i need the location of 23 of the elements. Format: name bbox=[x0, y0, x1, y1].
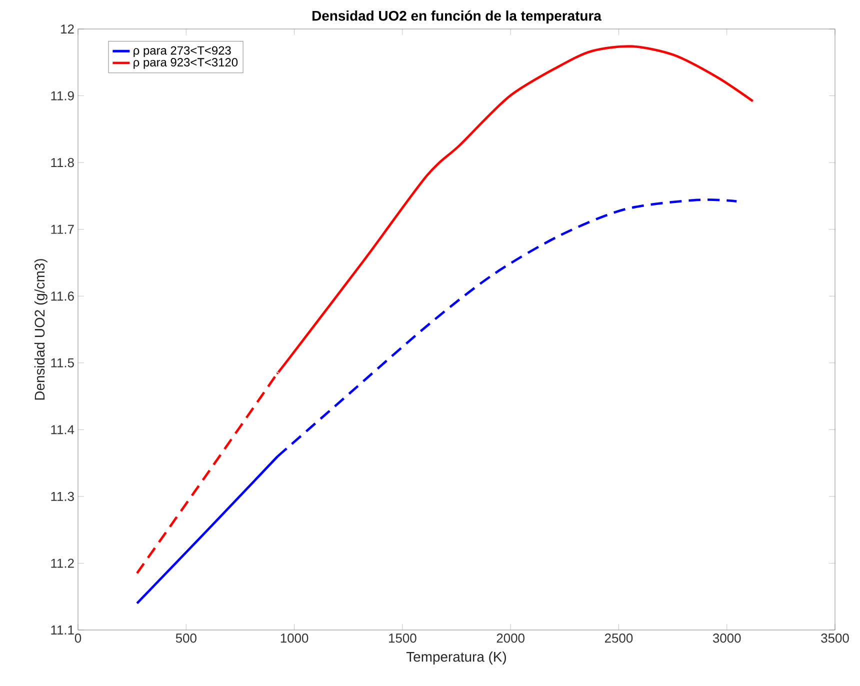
x-tick-label: 2000 bbox=[496, 634, 524, 643]
x-tick-label: 0 bbox=[74, 634, 82, 643]
x-tick-label: 500 bbox=[176, 634, 196, 643]
y-tick-label: 11.2 bbox=[51, 558, 74, 568]
y-tick-label: 11.3 bbox=[51, 492, 74, 502]
chart-title: Densidad UO2 en función de la temperatura bbox=[312, 10, 602, 24]
legend-label: ρ para 923<T<3120 bbox=[134, 58, 238, 69]
y-tick-label: 11.5 bbox=[51, 358, 74, 368]
y-tick-label: 11.1 bbox=[51, 626, 74, 634]
x-tick-label: 3000 bbox=[712, 634, 741, 643]
y-axis-title: Densidad UO2 (g/cm3) bbox=[34, 259, 48, 400]
y-tick-label: 11.8 bbox=[51, 158, 74, 168]
y-tick-label: 12 bbox=[61, 24, 74, 34]
x-tick-label: 1000 bbox=[280, 634, 308, 643]
y-tick-label: 11.9 bbox=[51, 91, 74, 100]
x-tick-label: 1500 bbox=[389, 634, 416, 643]
legend-label: ρ para 273<T<923 bbox=[134, 46, 231, 58]
x-tick-label: 3500 bbox=[821, 634, 849, 643]
x-axis-title: Temperatura (K) bbox=[406, 652, 506, 665]
y-tick-label: 11.4 bbox=[51, 425, 74, 434]
y-tick-label: 11.7 bbox=[51, 224, 74, 234]
y-tick-label: 11.6 bbox=[51, 292, 74, 301]
x-tick-label: 2500 bbox=[604, 634, 633, 643]
